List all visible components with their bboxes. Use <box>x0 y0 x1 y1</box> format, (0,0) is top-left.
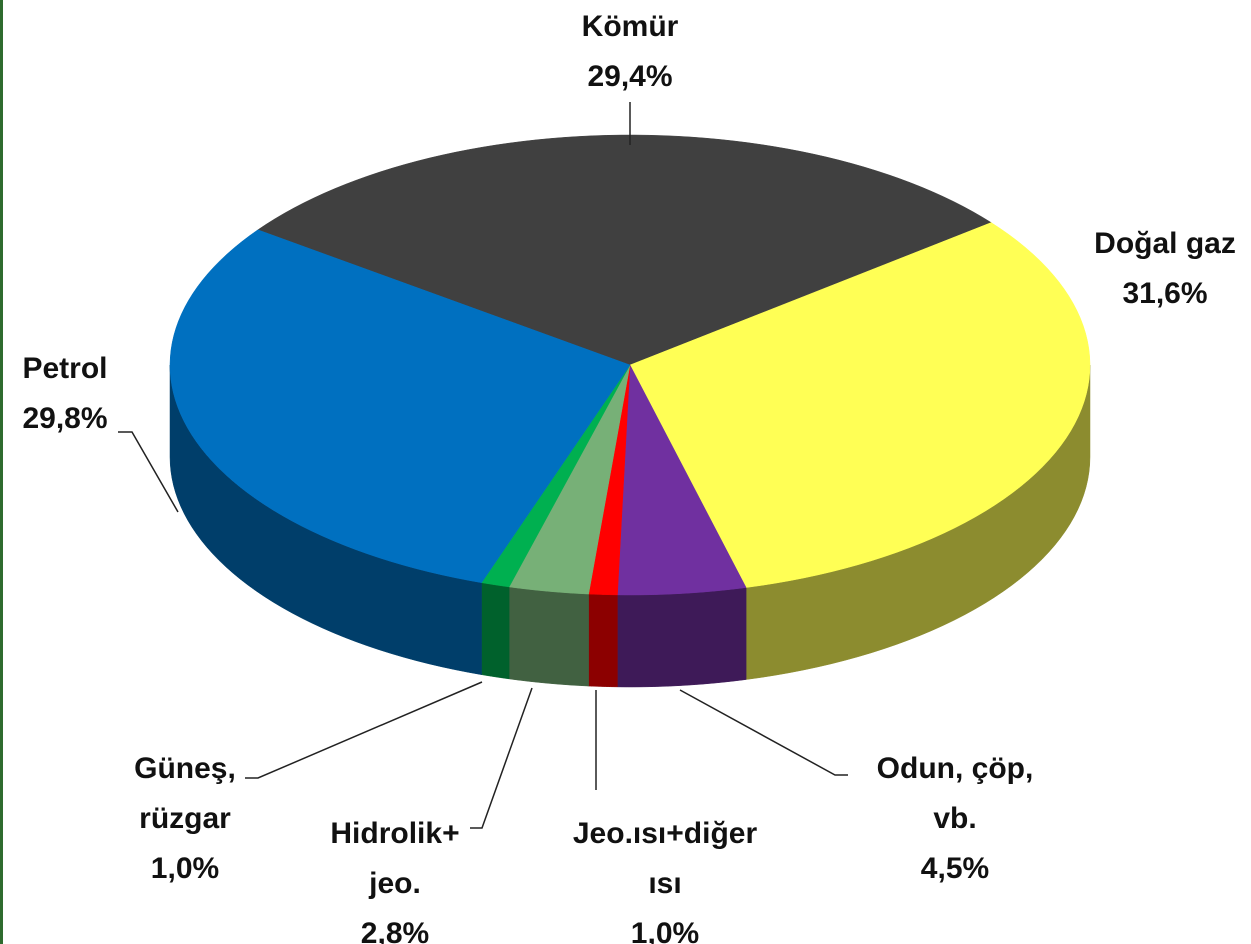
value-label: 29,4% <box>587 60 672 93</box>
slice <box>257 134 992 366</box>
value-label: 2,8% <box>361 917 429 944</box>
value-label: 1,0% <box>631 917 699 944</box>
slice-label: ısı <box>648 867 681 900</box>
value-label: 31,6% <box>1122 277 1207 310</box>
slice <box>481 364 631 588</box>
slice-label: Kömür <box>582 10 679 43</box>
slice-label: Jeo.ısı+diğer <box>573 817 758 850</box>
leader-line <box>679 689 848 776</box>
slice-label: rüzgar <box>139 802 231 835</box>
slice-label: vb. <box>933 802 976 835</box>
slice-label: Hidrolik+ <box>330 817 459 850</box>
leader-line <box>470 687 533 829</box>
value-label: 4,5% <box>921 852 989 885</box>
slice <box>629 222 1091 588</box>
slice <box>617 364 747 596</box>
slice-side <box>481 582 510 680</box>
slice-side <box>508 586 589 687</box>
slice <box>508 364 631 595</box>
slice-label: jeo. <box>368 867 421 900</box>
slice-label: Doğal gaz <box>1094 227 1236 260</box>
value-label: 1,0% <box>151 852 219 885</box>
slice-label: Güneş, <box>134 752 236 785</box>
value-label: 29,8% <box>22 402 107 435</box>
slice-side <box>588 593 618 688</box>
slice-side <box>617 587 747 688</box>
leader-line <box>118 431 179 513</box>
slice <box>169 229 631 583</box>
leader-line <box>245 681 483 779</box>
slice-label: Petrol <box>22 352 107 385</box>
slice-label: Odun, çöp, <box>877 752 1034 785</box>
left-border <box>0 0 3 944</box>
